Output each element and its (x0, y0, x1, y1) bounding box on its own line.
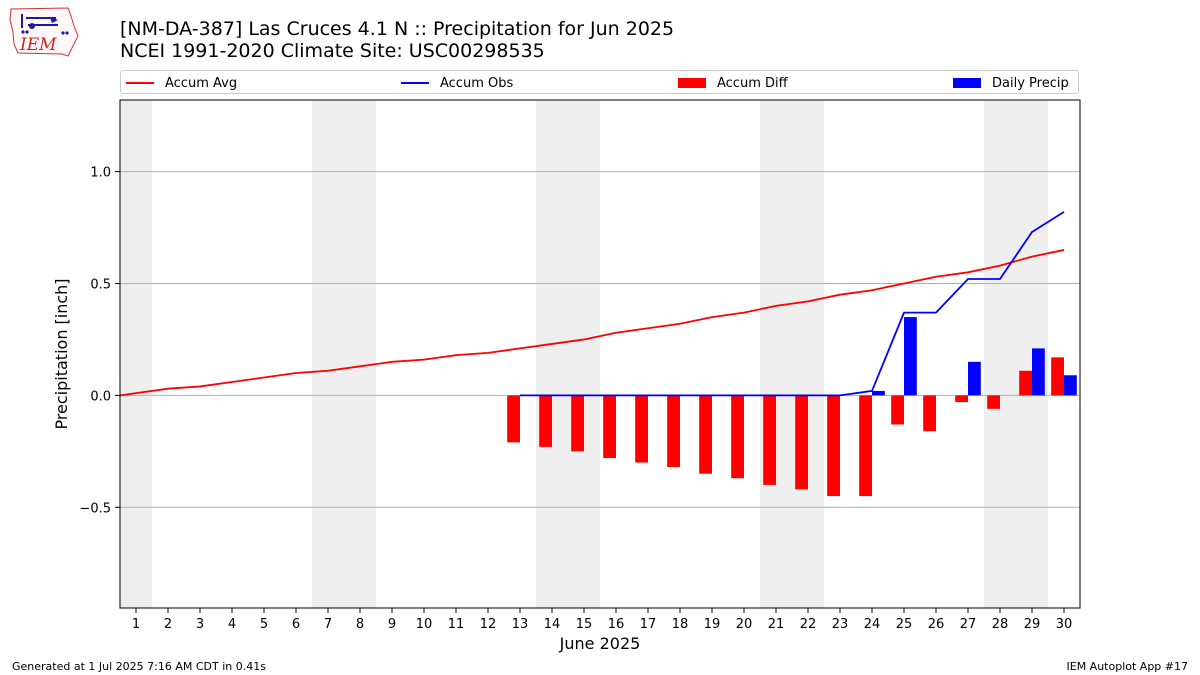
accum-diff-bar (603, 395, 616, 459)
gridlines (120, 171, 1080, 508)
accum-diff-bar (1019, 370, 1032, 396)
y-tick-label: 1.0 (90, 166, 111, 181)
bars (507, 317, 1077, 497)
accum-diff-bar (635, 395, 648, 463)
weekend-band-4 (984, 100, 1048, 608)
y-tick-label: 0.5 (90, 278, 111, 293)
chart-title: [NM-DA-387] Las Cruces 4.1 N :: Precipit… (120, 18, 675, 40)
x-tick-label: 14 (544, 617, 561, 632)
accum-avg-line (119, 249, 1065, 397)
accum-diff-bar (795, 395, 808, 490)
x-tick-label: 24 (864, 617, 881, 632)
lines (119, 211, 1065, 397)
accum-obs-line (520, 211, 1065, 397)
accum-diff-bar (699, 395, 712, 474)
chart-subtitle: NCEI 1991-2020 Climate Site: USC00298535 (120, 40, 545, 62)
x-tick-label: 19 (704, 617, 721, 632)
x-tick-label: 10 (416, 617, 433, 632)
accum-diff-bar (539, 395, 552, 447)
y-axis-ticks: −0.5 0.0 0.5 1.0 (79, 166, 120, 516)
x-tick-label: 8 (356, 617, 364, 632)
accum-diff-bar (827, 395, 840, 497)
x-tick-label: 2 (164, 617, 172, 632)
legend-item-accum-avg: Accum Avg (126, 71, 237, 95)
x-tick-label: 30 (1056, 617, 1073, 632)
x-tick-label: 29 (1024, 617, 1041, 632)
x-tick-label: 9 (388, 617, 396, 632)
legend-label-accum-avg: Accum Avg (165, 75, 238, 91)
logo-text: IEM (19, 35, 57, 55)
footer-generated-text: Generated at 1 Jul 2025 7:16 AM CDT in 0… (12, 660, 266, 673)
x-tick-label: 12 (480, 617, 497, 632)
accum-diff-bar (731, 395, 744, 479)
x-tick-label: 16 (608, 617, 625, 632)
plot-frame (119, 99, 1081, 609)
accum-diff-bar (763, 395, 776, 485)
iem-iowa-logo-icon: IEM (9, 7, 79, 57)
legend-label-accum-obs: Accum Obs (440, 75, 514, 91)
accum-diff-bar (571, 395, 584, 452)
x-axis-label: June 2025 (559, 634, 641, 653)
weekend-band-3 (760, 100, 824, 608)
accum-diff-bar (987, 395, 1000, 409)
chart-legend: Accum Avg Accum Obs Accum Diff Daily Pre… (120, 70, 1079, 94)
x-tick-label: 27 (960, 617, 977, 632)
legend-label-daily-precip: Daily Precip (992, 75, 1069, 91)
legend-swatch-accum-avg (126, 82, 154, 84)
x-tick-label: 18 (672, 617, 689, 632)
legend-swatch-accum-obs (401, 82, 429, 84)
x-tick-label: 6 (292, 617, 300, 632)
x-tick-label: 15 (576, 617, 593, 632)
x-tick-label: 1 (132, 617, 140, 632)
daily-precip-bar (1064, 375, 1077, 396)
accum-diff-bar (955, 395, 968, 403)
x-tick-label: 5 (260, 617, 268, 632)
weekend-band-0 (120, 100, 152, 608)
x-tick-label: 3 (196, 617, 204, 632)
footer-app-text: IEM Autoplot App #17 (1066, 660, 1189, 673)
legend-swatch-accum-diff (678, 78, 706, 88)
accum-diff-bar (1051, 357, 1064, 396)
accum-diff-bar (891, 395, 904, 425)
y-axis-label: Precipitation [inch] (52, 278, 71, 429)
accum-diff-bar (859, 395, 872, 497)
x-tick-label: 17 (640, 617, 657, 632)
x-tick-label: 7 (324, 617, 332, 632)
accum-diff-bar (507, 395, 520, 443)
x-tick-label: 20 (736, 617, 753, 632)
accum-diff-bar (667, 395, 680, 468)
legend-item-accum-obs: Accum Obs (401, 71, 513, 95)
y-tick-label: 0.0 (90, 389, 111, 404)
x-tick-label: 22 (800, 617, 817, 632)
x-axis-ticks: 1 2 3 4 5 6 7 8 9 10 11 12 13 14 15 16 17 18 19 20 21 22 23 24 2… (132, 608, 1072, 632)
x-tick-label: 28 (992, 617, 1009, 632)
daily-precip-bar (904, 317, 917, 396)
legend-item-daily-precip: Daily Precip (953, 71, 1069, 95)
x-tick-label: 11 (448, 617, 465, 632)
daily-precip-bar (1032, 348, 1045, 396)
daily-precip-bar (968, 361, 981, 396)
x-tick-label: 4 (228, 617, 236, 632)
weekend-band-1 (312, 100, 376, 608)
x-tick-label: 25 (896, 617, 913, 632)
x-tick-label: 26 (928, 617, 945, 632)
legend-swatch-daily-precip (953, 78, 981, 88)
legend-item-accum-diff: Accum Diff (678, 71, 788, 95)
y-tick-label: −0.5 (79, 501, 111, 516)
daily-precip-bar (872, 390, 885, 396)
x-tick-label: 21 (768, 617, 785, 632)
accum-diff-bar (923, 395, 936, 432)
weekend-shading (120, 100, 1048, 608)
x-tick-label: 23 (832, 617, 849, 632)
x-tick-label: 13 (512, 617, 529, 632)
weekend-band-2 (536, 100, 600, 608)
legend-label-accum-diff: Accum Diff (717, 75, 788, 91)
